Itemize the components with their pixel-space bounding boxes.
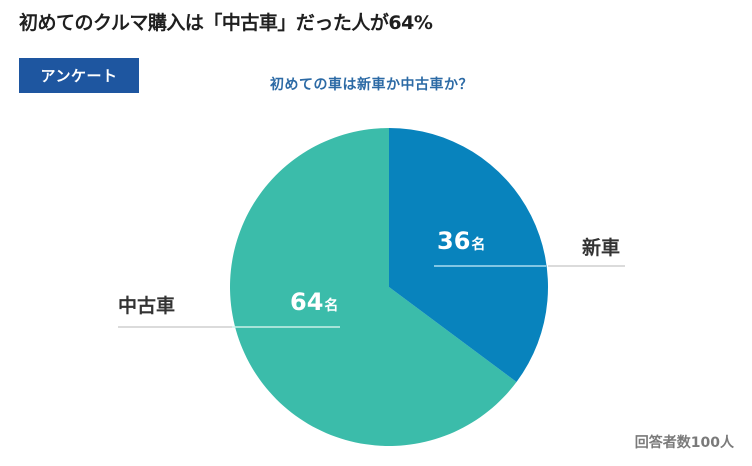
used-car-label: 中古車: [118, 295, 176, 317]
page-title: 初めてのクルマ購入は「中古車」だった人が64%: [19, 12, 433, 34]
pie-slice-used-car: [230, 128, 517, 447]
respondent-count: 回答者数100人: [634, 435, 734, 451]
chart-question: 初めての車は新車か中古車か？: [270, 77, 473, 93]
survey-badge: アンケート: [19, 58, 139, 93]
new-car-value: 36名: [437, 227, 486, 255]
pie-slice-new-car: [389, 128, 549, 382]
used-car-value: 64名: [290, 288, 339, 316]
new-car-label: 新車: [582, 237, 621, 259]
